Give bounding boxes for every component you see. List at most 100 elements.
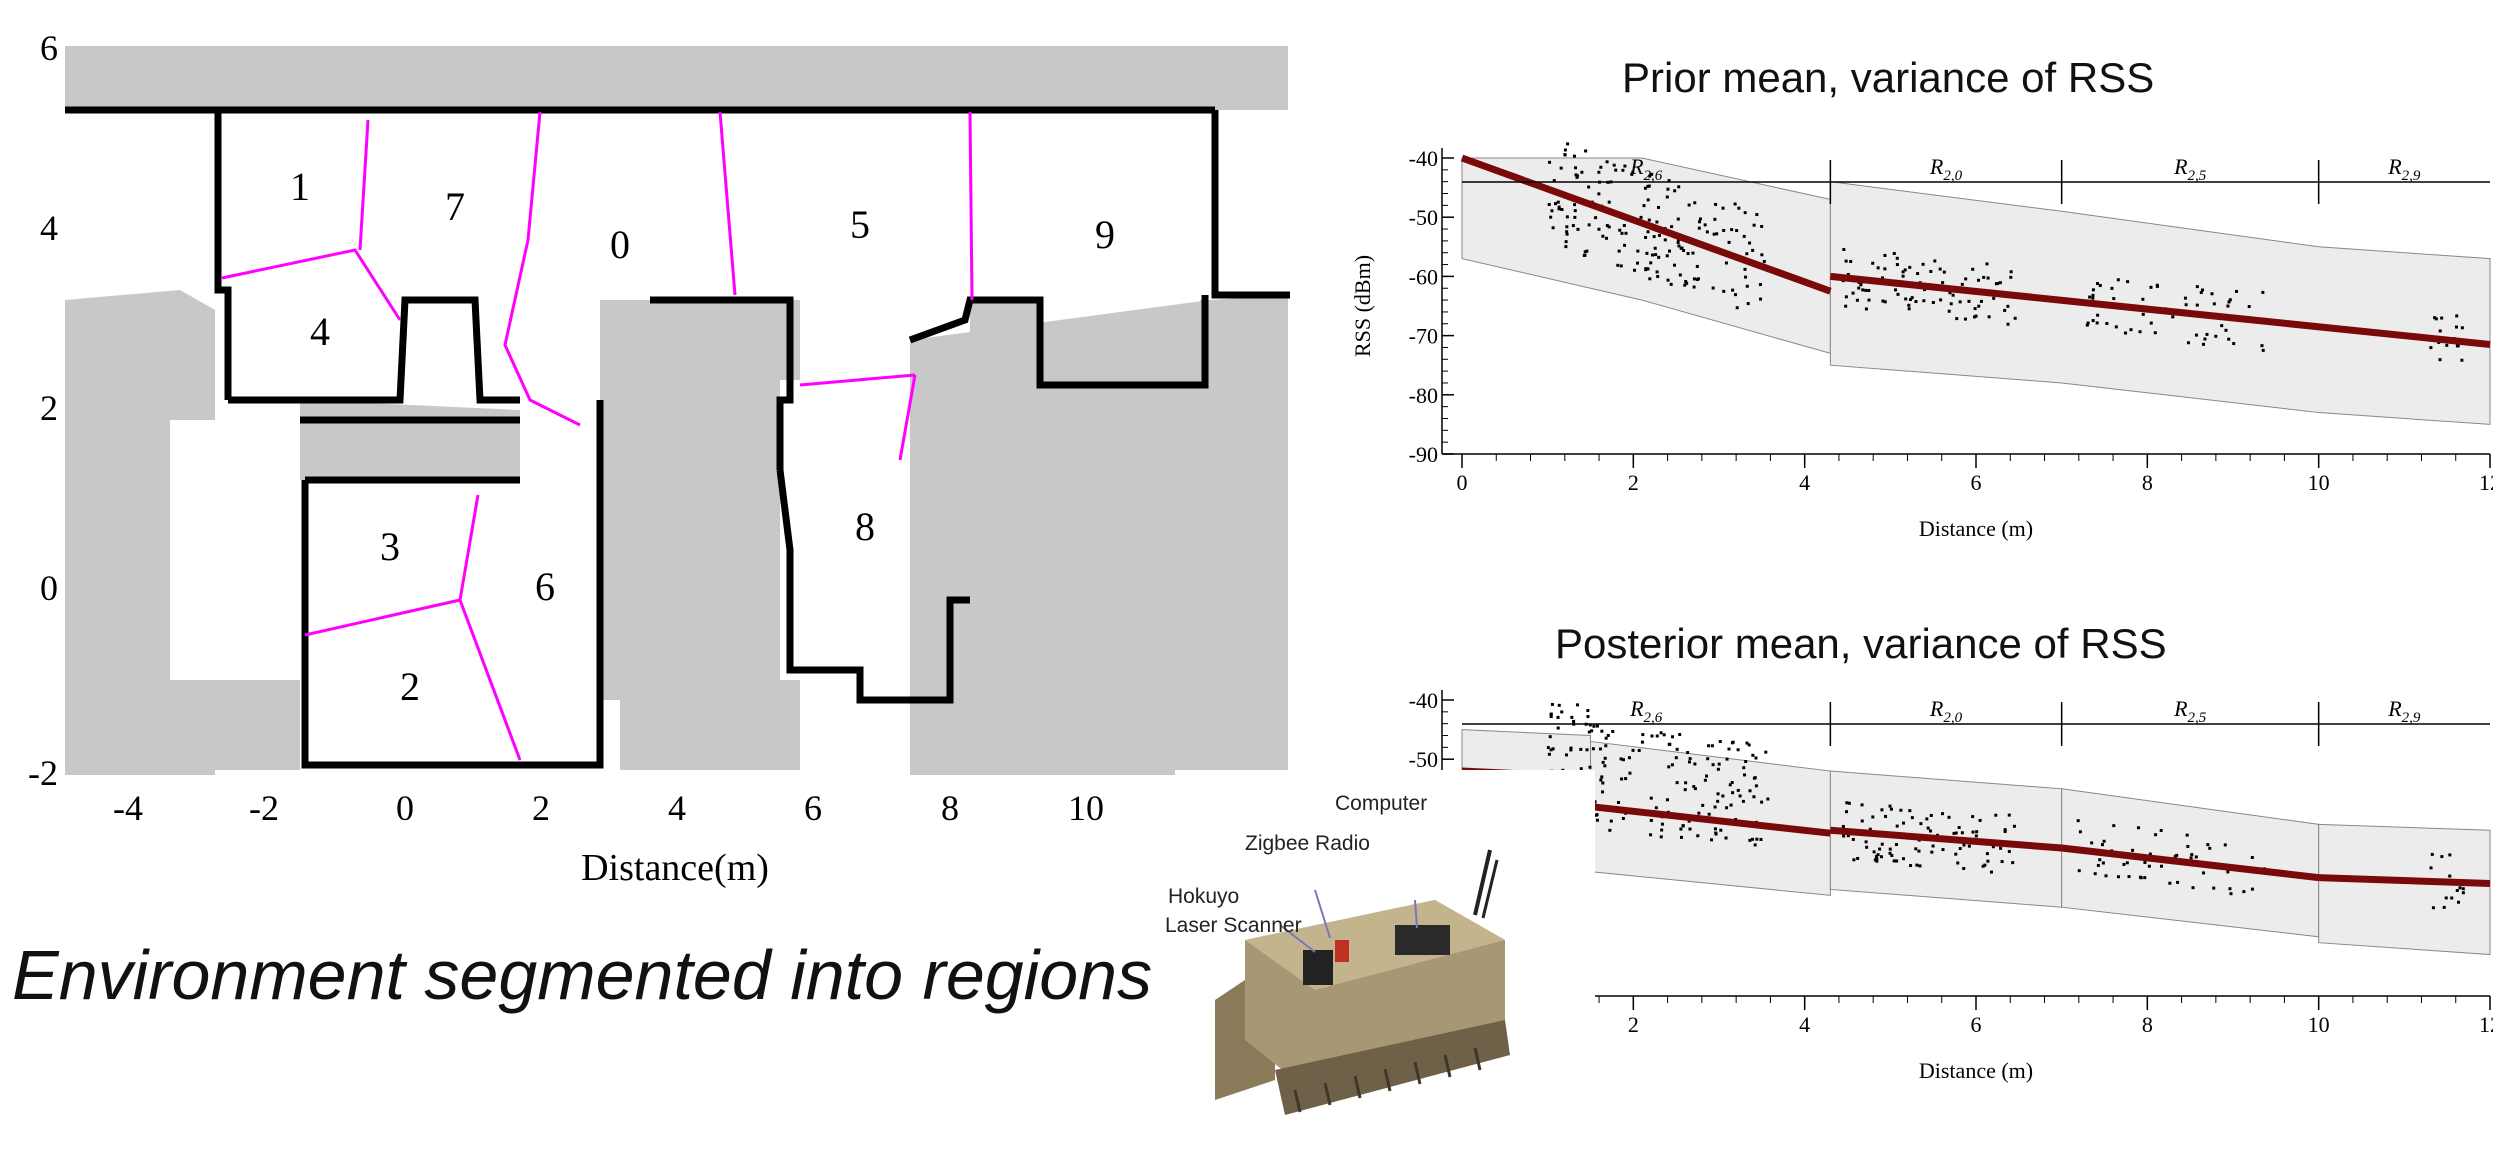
data-point [1566,142,1570,146]
data-point [1914,847,1918,851]
data-point [1550,702,1554,706]
robot-laser-scanner [1303,950,1333,985]
data-point [2190,853,2194,857]
variance-band [2061,788,2320,938]
data-point [1684,781,1688,785]
data-point [2096,313,2100,317]
data-point [2220,324,2224,328]
data-point [1884,814,1888,818]
region-label-0: 0 [610,222,630,267]
data-point [1730,228,1734,232]
data-point [1706,757,1710,761]
data-point [1901,274,1905,278]
data-point [1630,172,1634,176]
data-point [2149,285,2153,289]
chart-title-posterior: Posterior mean, variance of RSS [1555,620,2167,667]
data-point [1852,858,1856,862]
data-point [1647,184,1651,188]
data-point [1928,829,1932,833]
data-point [1752,223,1756,227]
map-x-tick: 0 [396,788,414,828]
data-point [1652,235,1656,239]
data-point [2196,864,2200,868]
data-point [1549,712,1553,716]
data-point [1667,812,1671,816]
data-point [2154,833,2158,837]
data-point [1585,249,1589,253]
data-point [1695,264,1699,268]
data-point [1902,821,1906,825]
data-point [1640,740,1644,744]
data-point [1676,217,1680,221]
data-point [1548,779,1552,783]
data-point [1955,317,1959,321]
data-point [2098,284,2102,288]
data-point [1580,170,1584,174]
map-walls [65,106,1290,769]
data-point [1751,753,1755,757]
data-point [2248,316,2252,320]
data-point [1967,299,1971,303]
variance-band [2318,823,2491,956]
data-point [1565,230,1569,234]
data-point [1949,302,1953,306]
data-point [2116,875,2120,879]
data-point [1650,734,1654,738]
robot-track-treads [1293,1047,1482,1113]
robot-computer-box [1395,925,1450,955]
boundary-7-0 [503,111,581,427]
boundary-5-9 [968,111,974,301]
data-point [1586,715,1590,719]
x-tick-label: 6 [1971,470,1982,495]
data-point [1929,813,1933,817]
x-tick-label: 10 [2308,1012,2330,1037]
data-point [1667,179,1671,183]
data-point [2003,829,2007,833]
robot-image [1215,849,1510,1115]
data-point [1952,831,1956,835]
data-point [2443,880,2447,884]
data-point [2163,307,2167,311]
data-point [1594,216,1598,220]
data-point [1844,295,1848,299]
data-point [2454,325,2458,329]
data-point [2091,296,2095,300]
data-point [1682,248,1686,252]
data-point [1958,847,1962,851]
x-tick-label: 12 [2479,1012,2493,1037]
data-point [1741,799,1745,803]
data-point [1847,801,1851,805]
data-point [1655,810,1659,814]
data-point [1608,211,1612,215]
data-point [1585,748,1589,752]
data-point [1660,828,1664,832]
data-point [2263,870,2267,874]
data-point [1916,272,1920,276]
data-point [1644,222,1648,226]
data-point [1679,835,1683,839]
data-point [1960,282,1964,286]
data-point [1548,160,1552,164]
data-point [1733,202,1737,206]
map-region-boundaries [221,111,974,761]
data-point [1601,790,1605,794]
data-point [2090,841,2094,845]
data-point [2261,290,2265,294]
data-point [1714,832,1718,836]
data-point [1551,226,1555,230]
data-point [2195,303,2199,307]
data-point [1755,837,1759,841]
data-point [1655,220,1659,224]
data-point [1588,765,1592,769]
data-point [1890,853,1894,857]
data-point [1585,785,1589,789]
data-point [2179,310,2183,314]
data-point [1564,245,1568,249]
region-label-6: 6 [535,564,555,609]
data-point [1954,852,1958,856]
data-point [1930,850,1934,854]
mean-line [1830,826,2062,852]
data-point [1693,240,1697,244]
data-point [1703,778,1707,782]
data-point [1875,857,1879,861]
